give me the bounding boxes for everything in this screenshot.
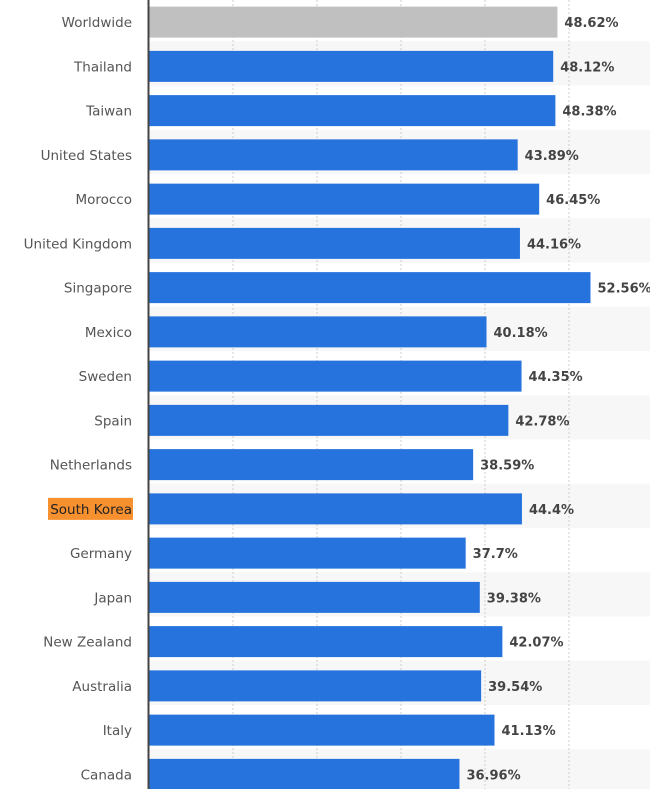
bar-sweden[interactable] — [149, 360, 522, 392]
bar-netherlands[interactable] — [149, 449, 474, 481]
data-label: 46.45% — [546, 193, 600, 208]
bar-south-korea[interactable] — [149, 493, 522, 525]
data-label: 39.38% — [487, 591, 541, 606]
category-label: Germany — [70, 546, 132, 562]
category-label: Thailand — [73, 59, 132, 75]
category-label: Spain — [94, 413, 132, 429]
data-label: 42.07% — [509, 636, 563, 651]
bar-taiwan[interactable] — [149, 95, 556, 127]
category-label: New Zealand — [43, 635, 132, 651]
category-label: Australia — [72, 679, 132, 695]
bar-united-kingdom[interactable] — [149, 227, 520, 259]
data-label: 37.7% — [473, 547, 518, 562]
category-label: Italy — [103, 723, 132, 739]
highlight-label-background — [48, 497, 133, 520]
bar-worldwide[interactable] — [149, 6, 558, 38]
data-label: 52.56% — [598, 282, 650, 297]
category-label: Worldwide — [62, 15, 132, 31]
category-label: Japan — [93, 590, 132, 606]
bar-mexico[interactable] — [149, 316, 487, 348]
data-label: 42.78% — [515, 414, 569, 429]
data-label: 44.16% — [527, 237, 581, 252]
bar-australia[interactable] — [149, 670, 482, 702]
category-label: Taiwan — [85, 104, 132, 120]
bar-spain[interactable] — [149, 404, 509, 436]
data-label: 48.62% — [564, 16, 618, 31]
category-label: South Korea — [50, 502, 132, 518]
data-label: 36.96% — [466, 768, 520, 783]
data-label: 41.13% — [501, 724, 555, 739]
bar-germany[interactable] — [149, 537, 466, 569]
bar-italy[interactable] — [149, 714, 495, 746]
data-label: 38.59% — [480, 459, 534, 474]
bar-morocco[interactable] — [149, 183, 540, 215]
category-label: Morocco — [75, 192, 132, 208]
bar-singapore[interactable] — [149, 272, 591, 304]
category-label: Canada — [81, 767, 132, 783]
bar-new-zealand[interactable] — [149, 626, 503, 658]
category-label: Singapore — [64, 281, 132, 297]
data-label: 39.54% — [488, 680, 542, 695]
data-label: 48.38% — [562, 105, 616, 120]
data-label: 44.35% — [529, 370, 583, 385]
data-label: 40.18% — [494, 326, 548, 341]
category-label: Sweden — [79, 369, 132, 385]
data-label: 44.4% — [529, 503, 574, 518]
category-label: Netherlands — [50, 458, 132, 474]
category-label: United States — [41, 148, 132, 164]
data-label: 48.12% — [560, 60, 614, 75]
bar-japan[interactable] — [149, 581, 480, 613]
bar-united-states[interactable] — [149, 139, 518, 171]
bar-canada[interactable] — [149, 758, 460, 789]
data-label: 43.89% — [525, 149, 579, 164]
category-label: United Kingdom — [24, 236, 132, 252]
category-label: Mexico — [85, 325, 132, 341]
bar-thailand[interactable] — [149, 50, 554, 82]
